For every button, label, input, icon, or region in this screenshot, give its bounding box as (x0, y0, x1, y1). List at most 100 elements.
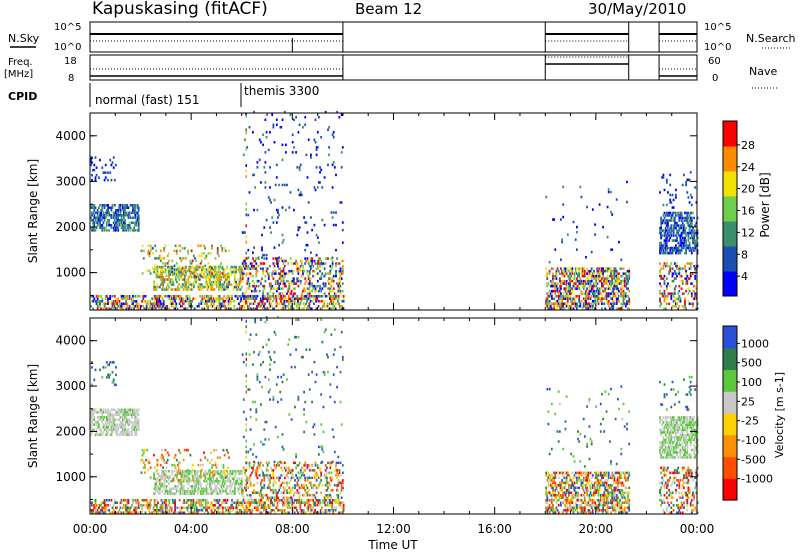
scatter-cell (194, 487, 196, 490)
scatter-cell (128, 433, 131, 436)
scatter-cell (135, 418, 138, 421)
scatter-cell (109, 214, 112, 217)
scatter-cell (245, 479, 247, 482)
scatter-cell (193, 477, 195, 480)
scatter-cell (105, 361, 108, 364)
scatter-cell (297, 228, 300, 232)
scatter-cell (590, 250, 593, 254)
scatter-cell (176, 506, 179, 509)
scatter-cell (627, 269, 629, 273)
scatter-cell (99, 433, 101, 436)
scatter-cell (298, 123, 301, 126)
scatter-cell (91, 156, 93, 159)
scatter-cell (672, 229, 675, 232)
scatter-cell (241, 279, 244, 283)
scatter-cell (241, 274, 244, 278)
scatter-cell (253, 484, 255, 487)
scatter-cell (176, 273, 178, 276)
scatter-cell (147, 252, 150, 255)
scatter-cell (112, 428, 115, 431)
scatter-cell (210, 471, 212, 474)
scatter-cell (576, 230, 578, 234)
scatter-cell (611, 289, 614, 293)
scatter-cell (255, 471, 258, 475)
scatter-cell (159, 463, 162, 467)
scatter-cell (132, 206, 134, 209)
scatter-cell (315, 153, 318, 157)
scatter-cell (168, 470, 170, 473)
scatter-cell (177, 506, 180, 509)
scatter-cell (286, 292, 288, 295)
scatter-cell (261, 506, 264, 509)
scatter-cell (250, 264, 253, 268)
scatter-cell (173, 511, 175, 514)
scatter-cell (119, 204, 122, 207)
scatter-cell (198, 288, 201, 291)
scatter-cell (156, 463, 159, 467)
scatter-cell (98, 300, 100, 303)
scatter-cell (183, 499, 186, 502)
scatter-cell (203, 451, 205, 454)
scatter-cell (605, 292, 608, 295)
scatter-cell (594, 300, 596, 303)
scatter-cell (204, 472, 207, 475)
scatter-cell (289, 257, 292, 260)
scatter-cell (319, 171, 321, 174)
scatter-cell (260, 305, 263, 308)
scatter-cell (147, 249, 150, 253)
scatter-cell (231, 265, 234, 269)
scatter-cell (137, 423, 140, 426)
scatter-cell (668, 302, 670, 305)
scatter-cell (296, 305, 298, 308)
scatter-cell (175, 249, 178, 253)
scatter-cell (553, 307, 555, 310)
scatter-cell (319, 501, 322, 504)
scatter-cell (164, 501, 166, 504)
scatter-cell (335, 272, 337, 275)
scatter-cell (168, 504, 171, 507)
scatter-cell (249, 509, 252, 512)
scatter-cell (236, 297, 239, 300)
scatter-cell (174, 501, 176, 504)
scatter-cell (267, 504, 270, 507)
scatter-cell (216, 249, 219, 253)
scatter-cell (101, 300, 104, 303)
scatter-cell (577, 279, 579, 283)
scatter-cell (102, 511, 105, 514)
scatter-cell (253, 289, 255, 293)
scatter-cell (220, 476, 223, 479)
scatter-cell (295, 259, 297, 263)
scatter-cell (560, 258, 562, 261)
scatter-cell (326, 295, 329, 298)
scatter-cell (141, 453, 144, 457)
scatter-cell (108, 428, 110, 431)
scatter-cell (676, 221, 678, 225)
scatter-cell (264, 151, 267, 154)
scatter-cell (217, 297, 220, 300)
scatter-cell (246, 481, 249, 485)
scatter-cell (110, 413, 113, 416)
scatter-cell (135, 431, 138, 434)
scatter-cell (162, 280, 165, 284)
scatter-cell (570, 300, 573, 303)
scatter-cell (663, 282, 666, 285)
scatter-cell (562, 185, 565, 189)
scatter-cell (149, 305, 151, 308)
scatter-cell (252, 251, 254, 254)
scatter-cell (289, 506, 291, 509)
scatter-cell (315, 233, 318, 237)
scatter-cell (299, 191, 302, 194)
scatter-cell (271, 295, 273, 298)
scatter-cell (127, 214, 130, 217)
scatter-cell (231, 297, 233, 300)
scatter-cell (556, 302, 559, 305)
scatter-cell (149, 466, 152, 469)
scatter-cell (116, 221, 118, 224)
scatter-cell (199, 504, 202, 507)
scatter-cell (677, 229, 680, 232)
scatter-cell (283, 183, 286, 187)
scatter-cell (555, 287, 558, 290)
scatter-cell (253, 246, 255, 249)
scatter-cell (244, 264, 246, 268)
scatter-cell (126, 428, 129, 431)
